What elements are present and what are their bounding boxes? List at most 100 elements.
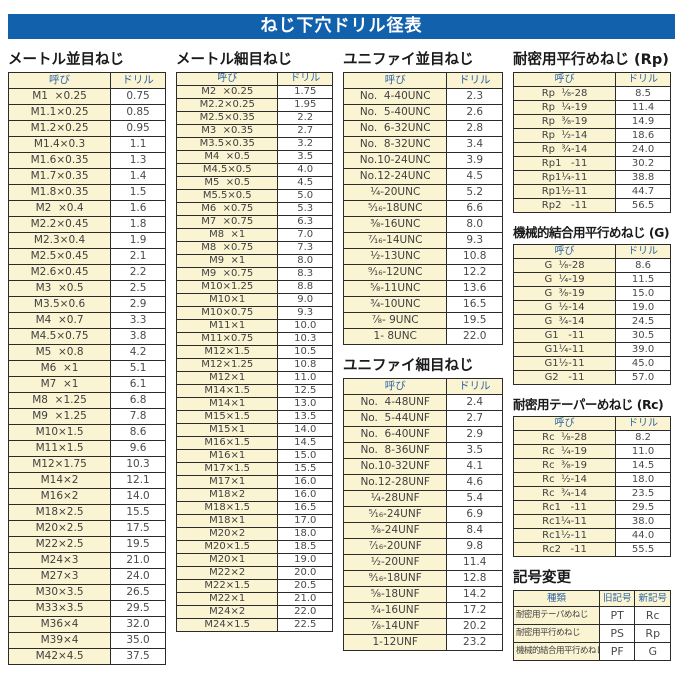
column-header-name: 呼び: [342, 378, 448, 395]
name-cell: G ³⁄₈-19: [512, 286, 617, 301]
name-cell: M20×2: [175, 527, 279, 541]
column-header-name: 呼び: [342, 72, 448, 89]
value-cell: 20.2: [446, 618, 503, 635]
name-cell: M20×2.5: [7, 520, 112, 537]
value-cell: 19.5: [446, 312, 503, 329]
value-cell: 16.5: [277, 501, 333, 515]
value-cell: 12.1: [110, 472, 166, 489]
table-row: M27×3 24.0: [7, 568, 166, 585]
name-cell: Rc ¹⁄₄-19: [512, 444, 617, 459]
value-cell: 20.5: [277, 579, 333, 593]
name-cell: ⁵⁄₁₆-18UNC: [342, 200, 448, 217]
table-row: M2.2×0.45 1.8: [7, 216, 166, 233]
value-cell: 4.1: [446, 458, 503, 475]
table-row: M9 ×1 8.0: [175, 254, 333, 268]
name-cell: M12×1: [175, 371, 279, 385]
table-row: G ³⁄₄-14 24.5: [512, 314, 671, 329]
table-row: M1 ×0.25 0.75: [7, 88, 166, 105]
value-cell: 7.0: [277, 228, 333, 242]
section-metric-coarse: メートル並目ねじ 呼び ドリル M1 ×0.25 0.75 M1.1×0.25 0.8…: [7, 48, 166, 665]
rc-table: 呼び ドリル Rc ¹⁄₈-28 8.2 Rc ¹⁄₄-19 11.0 Rc ³⁄₈-1…: [512, 416, 671, 557]
column-header-drill: ドリル: [615, 416, 671, 431]
table-row: M5.5×0.5 5.0: [175, 189, 333, 203]
value-cell: 24.0: [615, 142, 671, 157]
value-cell: 18.0: [615, 472, 671, 487]
name-cell: M8 ×1.25: [7, 392, 112, 409]
value-cell: 5.3: [277, 202, 333, 216]
name-cell: M22×1.5: [175, 579, 279, 593]
table-row: ¹⁄₄-20UNC 5.2: [342, 184, 503, 201]
name-cell: ⁹⁄₁₆-18UNF: [342, 570, 448, 587]
table-row: M1.6×0.35 1.3: [7, 152, 166, 169]
table-row: ⁷⁄₁₆-20UNF 9.8: [342, 538, 503, 555]
value-cell: 10.3: [110, 456, 166, 473]
table-row: Rc1¹⁄₄-11 38.0: [512, 514, 671, 529]
name-cell: G1¹⁄₂-11: [512, 356, 617, 371]
table-row: ¹⁄₂-20UNF 11.4: [342, 554, 503, 571]
value-cell: 7.3: [277, 241, 333, 255]
table-row: M2.5×0.35 2.2: [175, 111, 333, 125]
name-cell: M12×1.75: [7, 456, 112, 473]
table-row: M18×2 16.0: [175, 488, 333, 502]
value-cell: 2.2: [110, 264, 166, 281]
name-cell: M9 ×1: [175, 254, 279, 268]
value-cell: 4.0: [277, 163, 333, 177]
table-row: Rc1 -11 29.5: [512, 500, 671, 515]
name-cell: M5.5×0.5: [175, 189, 279, 203]
name-cell: 耐密用テーパめねじ: [513, 606, 600, 625]
name-cell: M14×1.5: [175, 384, 279, 398]
table-row: M2.5×0.45 2.1: [7, 248, 166, 265]
value-cell: 39.0: [615, 342, 671, 357]
name-cell: ¹⁄₂-20UNF: [342, 554, 448, 571]
column-header-name: 呼び: [512, 72, 617, 87]
table-row: M16×1 15.0: [175, 449, 333, 463]
name-cell: No.10-24UNC: [342, 152, 448, 169]
name-cell: M2.2×0.25: [175, 98, 279, 112]
table-row: ⁵⁄₈-11UNC 13.6: [342, 280, 503, 297]
table-row: M2.2×0.25 1.95: [175, 98, 333, 112]
value-cell: 14.9: [615, 114, 671, 129]
table-row: M4 ×0.7 3.3: [7, 312, 166, 329]
name-cell: Rp1 -11: [512, 156, 617, 171]
name-cell: Rp2 -11: [512, 198, 617, 213]
name-cell: M14×2: [7, 472, 112, 489]
name-cell: M36×4: [7, 616, 112, 633]
value-cell: 12.5: [277, 384, 333, 398]
table-row: 1- 8UNC 22.0: [342, 328, 503, 345]
table-row: M24×1.5 22.5: [175, 618, 333, 632]
value-cell: 8.6: [615, 258, 671, 273]
column-header-new-symbol: 新記号: [634, 590, 671, 607]
name-cell: M17×1.5: [175, 462, 279, 476]
table-row: M24×2 22.0: [175, 605, 333, 619]
table-row: No. 4-40UNC 2.3: [342, 88, 503, 105]
value-cell: 14.5: [277, 436, 333, 450]
name-cell: 1- 8UNC: [342, 328, 448, 345]
table-row: M2 ×0.4 1.6: [7, 200, 166, 217]
table-row: No.10-24UNC 3.9: [342, 152, 503, 169]
name-cell: Rc ¹⁄₈-28: [512, 430, 617, 445]
value-cell: 56.5: [615, 198, 671, 213]
name-cell: 耐密用平行めねじ: [513, 624, 600, 643]
value-cell: 18.5: [277, 540, 333, 554]
section-title-g: 機械的結合用平行めねじ (G): [513, 225, 670, 240]
value-cell: 4.5: [277, 176, 333, 190]
table-row: M16×2 14.0: [7, 488, 166, 505]
table-row: M11×1.5 9.6: [7, 440, 166, 457]
value-cell: 6.1: [110, 376, 166, 393]
table-row: ⁷⁄₈- 9UNC 19.5: [342, 312, 503, 329]
name-cell: Rc1¹⁄₂-11: [512, 528, 617, 543]
value-cell: 17.5: [110, 520, 166, 537]
table-row: M15×1 14.0: [175, 423, 333, 437]
value-cell: 3.9: [446, 152, 503, 169]
value-cell: 45.0: [615, 356, 671, 371]
table-row: M18×1 17.0: [175, 514, 333, 528]
value-cell: 3.4: [446, 136, 503, 153]
name-cell: M6 ×1: [7, 360, 112, 377]
table-row: Rp1¹⁄₄-11 38.8: [512, 170, 671, 185]
value-cell: 12.2: [446, 264, 503, 281]
section-title-rp: 耐密用平行めねじ (Rp): [513, 52, 669, 68]
name-cell: M11×0.75: [175, 332, 279, 346]
column-pipe-threads: 耐密用平行めねじ (Rp) 呼び ドリル Rp ¹⁄₈-28 8.5 Rp ¹⁄₄-…: [512, 48, 671, 661]
value-cell: 1.5: [110, 184, 166, 201]
value-cell: 22.0: [446, 328, 503, 345]
